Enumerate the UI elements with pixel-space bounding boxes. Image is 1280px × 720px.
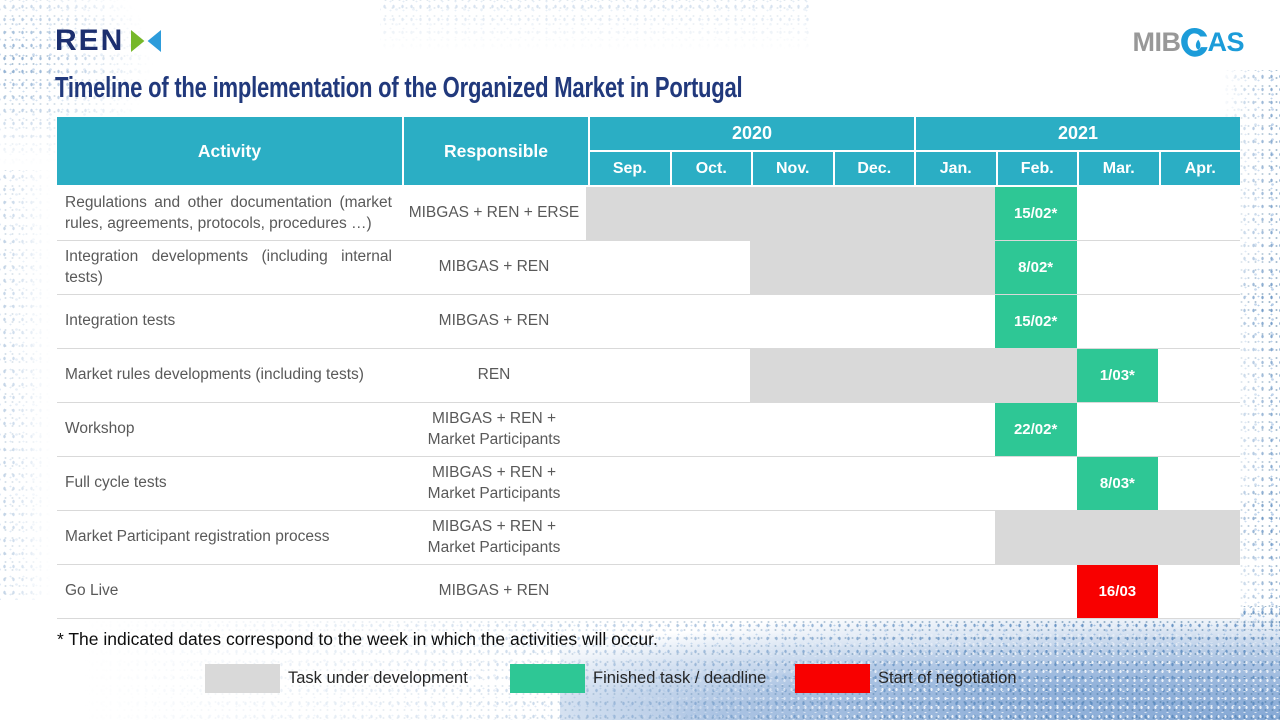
ren-logo-text: REN bbox=[55, 24, 125, 57]
timeline-bar-finished: 1/03* bbox=[1076, 349, 1159, 402]
mibgas-logo: MIB AS bbox=[1132, 28, 1244, 57]
activity-cell: Integration tests bbox=[65, 312, 176, 330]
month-header: Nov. bbox=[753, 152, 833, 185]
responsible-column-header: Responsible bbox=[404, 117, 588, 185]
legend: Task under development Finished task / de… bbox=[0, 664, 1280, 696]
table-row: Integration tests MIBGAS + REN 15/02* bbox=[57, 295, 1240, 349]
timeline-bar-development bbox=[994, 511, 1240, 564]
year-header: 2020 bbox=[590, 117, 914, 150]
timeline-bar-finished: 15/02* bbox=[994, 187, 1077, 240]
month-header: Oct. bbox=[671, 152, 751, 185]
table-row: Integration developments (including inte… bbox=[57, 241, 1240, 295]
mibgas-logo-suffix: AS bbox=[1207, 27, 1244, 57]
speckle-texture-bottom bbox=[70, 606, 1280, 720]
legend-swatch-finished bbox=[510, 664, 585, 693]
calendar-header: 2020 2021 Sep. Oct. Nov. Dec. Jan. Feb. Mar. Apr… bbox=[590, 117, 1240, 185]
legend-label: Start of negotiation bbox=[878, 669, 1017, 687]
month-header: Feb. bbox=[997, 152, 1077, 185]
mibgas-logo-prefix: MIB bbox=[1132, 27, 1181, 57]
legend-swatch-negotiation bbox=[795, 664, 870, 693]
table-row: Go Live MIBGAS + REN 16/03 bbox=[57, 565, 1240, 619]
timeline-bar-development bbox=[749, 349, 1077, 402]
activity-cell: Market Participant registration process bbox=[65, 528, 330, 546]
month-header: Dec. bbox=[834, 152, 914, 185]
responsible-cell: MIBGAS + REN + Market Participants bbox=[427, 409, 561, 448]
timeline-bar-finished: 15/02* bbox=[994, 295, 1077, 348]
timeline-cell: 16/03 bbox=[586, 565, 1240, 618]
table-body: Regulations and other documentation (mar… bbox=[57, 187, 1240, 619]
year-row: 2020 2021 bbox=[590, 117, 1240, 150]
legend-item: Task under development bbox=[205, 664, 468, 693]
month-header: Mar. bbox=[1079, 152, 1159, 185]
responsible-cell: MIBGAS + REN bbox=[438, 312, 550, 330]
legend-label: Finished task / deadline bbox=[593, 669, 767, 687]
ren-logo: REN bbox=[55, 24, 162, 57]
activity-column-header: Activity bbox=[57, 117, 402, 185]
footnote: * The indicated dates correspond to the … bbox=[57, 629, 658, 649]
timeline-bar-finished: 8/03* bbox=[1076, 457, 1159, 510]
speckle-texture-top bbox=[380, 0, 810, 50]
activity-cell: Full cycle tests bbox=[65, 474, 167, 492]
responsible-cell: MIBGAS + REN + Market Participants bbox=[427, 517, 561, 556]
gas-drop-icon bbox=[1181, 28, 1209, 57]
legend-swatch-development bbox=[205, 664, 280, 693]
table-row: Market Participant registration process M… bbox=[57, 511, 1240, 565]
timeline-bar-finished: 22/02* bbox=[994, 403, 1077, 456]
year-header: 2021 bbox=[916, 117, 1240, 150]
responsible-cell: MIBGAS + REN + Market Participants bbox=[427, 463, 561, 502]
page-title: Timeline of the implementation of the Or… bbox=[55, 72, 743, 104]
timeline-cell: 8/03* bbox=[586, 457, 1240, 510]
timeline-table: Activity Responsible 2020 2021 Sep. Oct. No… bbox=[57, 117, 1240, 619]
responsible-cell: MIBGAS + REN bbox=[438, 258, 550, 276]
timeline-bar-finished: 8/02* bbox=[994, 241, 1077, 294]
speckle-texture-left-edge bbox=[0, 170, 50, 600]
legend-item: Finished task / deadline bbox=[510, 664, 766, 693]
month-header: Sep. bbox=[590, 152, 670, 185]
activity-cell: Regulations and other documentation (mar… bbox=[65, 193, 392, 232]
activity-cell: Workshop bbox=[65, 420, 135, 438]
responsible-cell: MIBGAS + REN bbox=[438, 582, 550, 600]
timeline-bar-development bbox=[586, 187, 995, 240]
legend-label: Task under development bbox=[288, 669, 468, 687]
activity-cell: Go Live bbox=[65, 582, 119, 600]
table-row: Regulations and other documentation (mar… bbox=[57, 187, 1240, 241]
timeline-cell: 1/03* bbox=[586, 349, 1240, 402]
month-header: Apr. bbox=[1160, 152, 1240, 185]
timeline-cell: 15/02* bbox=[586, 295, 1240, 348]
timeline-bar-development bbox=[749, 241, 995, 294]
timeline-bar-negotiation: 16/03 bbox=[1076, 565, 1159, 618]
responsible-cell: REN bbox=[477, 366, 511, 384]
timeline-cell: 22/02* bbox=[586, 403, 1240, 456]
table-row: Workshop MIBGAS + REN + Market Participant… bbox=[57, 403, 1240, 457]
ren-bowtie-icon bbox=[131, 30, 162, 52]
timeline-cell bbox=[586, 511, 1240, 564]
activity-cell: Market rules developments (including tes… bbox=[65, 366, 364, 384]
activity-cell: Integration developments (including inte… bbox=[65, 247, 392, 286]
legend-item: Start of negotiation bbox=[795, 664, 1017, 693]
month-header: Jan. bbox=[916, 152, 996, 185]
table-row: Market rules developments (including tes… bbox=[57, 349, 1240, 403]
month-row: Sep. Oct. Nov. Dec. Jan. Feb. Mar. Apr. bbox=[590, 152, 1240, 185]
timeline-cell: 15/02* bbox=[586, 187, 1240, 240]
responsible-cell: MIBGAS + REN + ERSE bbox=[408, 204, 580, 222]
timeline-cell: 8/02* bbox=[586, 241, 1240, 294]
table-header: Activity Responsible 2020 2021 Sep. Oct. No… bbox=[57, 117, 1240, 185]
table-row: Full cycle tests MIBGAS + REN + Market Par… bbox=[57, 457, 1240, 511]
